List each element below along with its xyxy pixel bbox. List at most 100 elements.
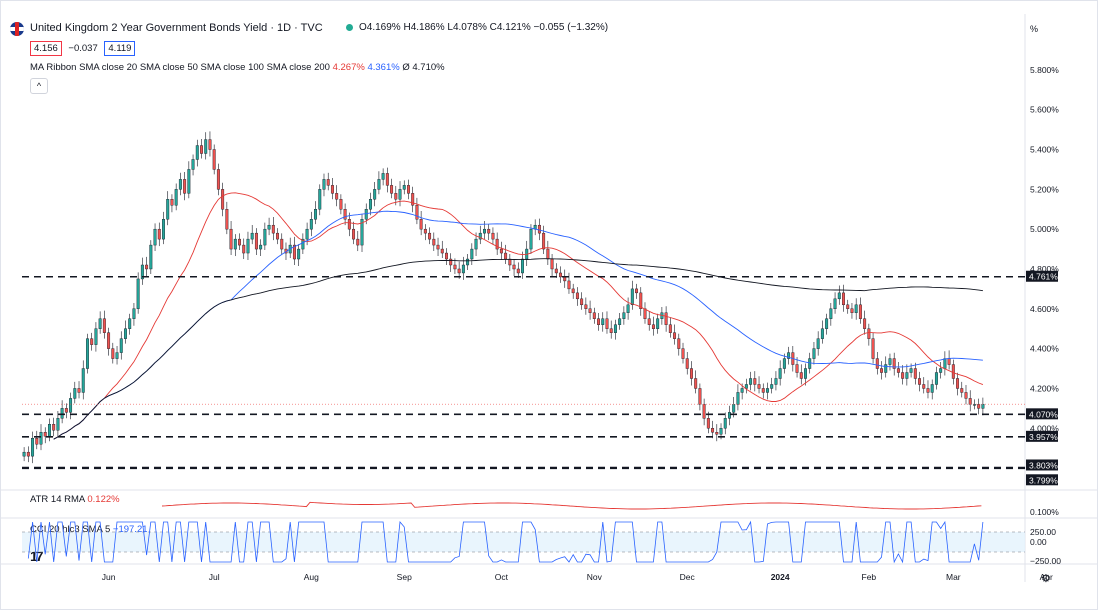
candle-body [360,218,364,246]
candle-body [842,292,845,306]
ma50-value: 4.361% [367,62,400,73]
spread-value: −0.037 [68,43,98,54]
collapse-legend-button[interactable]: ^ [30,78,48,94]
candle-body [22,451,26,457]
candle-body [356,238,360,246]
level-label: 3.957% [1029,432,1058,442]
atr-legend[interactable]: ATR 14 RMA 0.122% [30,494,120,505]
candle-body [867,328,871,339]
y-tick-label: 4.400% [1030,344,1059,354]
candle-body [60,408,64,419]
candle-body [643,308,647,319]
cci-tick-label: −250.00 [1030,556,1061,566]
candle-body [115,352,119,359]
candle-body [592,312,596,319]
cci-value: −197.21 [112,524,148,535]
candle-body [423,228,427,234]
candle-body [246,238,250,254]
candle-body [723,418,727,429]
candle-body [271,224,275,234]
candle-body [694,378,698,389]
candle-body [407,185,410,194]
candle-body [875,358,879,369]
y-tick-label: 4.600% [1030,304,1059,314]
candle-body [537,224,541,234]
ask-box[interactable]: 4.119 [104,41,136,56]
candle-body [216,169,220,190]
symbol-title[interactable]: United Kingdom 2 Year Government Bonds Y… [30,22,323,34]
candle-body [956,378,960,389]
candle-body [166,199,170,220]
candle-body [77,388,81,393]
ma-ribbon-legend[interactable]: MA Ribbon SMA close 20 SMA close 50 SMA … [30,62,445,73]
candle-body [508,258,512,266]
candle-body [440,248,444,254]
candle-body [157,228,161,240]
candle-body [618,318,622,325]
candle-body [774,378,778,385]
candle-body [343,209,347,220]
candle-body [930,384,934,393]
level-label: 4.070% [1029,409,1058,419]
candle-body [918,378,922,385]
ma200-value: 4.710% [412,62,445,73]
candle-body [702,404,706,419]
y-tick-label: 4.000% [1030,423,1059,433]
market-status-icon [346,23,353,31]
candle-body [711,428,715,433]
candle-body [85,338,89,369]
candle-body [449,258,453,266]
candle-body [981,403,985,409]
x-axis-label: Aug [304,572,319,582]
candle-body [770,384,774,389]
candle-body [728,412,731,419]
x-axis-label: Sep [397,572,412,582]
candle-body [221,189,225,210]
candle-body [495,238,499,250]
candle-body [829,308,833,319]
unit-label: % [1030,24,1039,34]
x-axis-label: Dec [680,572,696,582]
candle-body [153,228,157,246]
candle-body [436,244,440,250]
candle-body [145,264,149,270]
settings-gear-icon[interactable]: ⚙ [1041,573,1051,585]
candle-body [90,338,94,345]
candle-body [542,232,546,250]
candle-body [347,218,351,230]
cci-legend[interactable]: CCI 20 hlc3 SMA 5 −197.21 [30,524,148,535]
candle-body [609,328,613,333]
candle-body [858,304,862,319]
candle-body [837,292,841,300]
candle-body [254,232,258,250]
candle-body [833,298,837,310]
candle-body [322,179,326,190]
candle-body [668,324,672,333]
candle-body [550,258,554,270]
candle-body [968,398,972,405]
y-tick-label: 5.600% [1030,105,1059,115]
bid-box[interactable]: 4.156 [30,41,62,56]
candle-body [136,278,140,309]
candle-body [330,185,334,194]
candle-body [673,332,677,339]
candle-body [457,268,461,274]
candle-body [901,372,905,379]
candle-body [499,248,503,254]
candle-body [187,169,191,194]
x-axis-label: Feb [862,572,877,582]
candle-body [554,268,558,274]
candle-body [846,304,850,310]
candle-body [466,258,470,266]
candle-body [896,368,900,373]
x-axis-label: 2024 [771,572,790,582]
candle-body [432,238,436,246]
ohlc-readout: O4.169% H4.186% L4.078% C4.121% −0.055 (… [346,22,608,33]
candle-body [94,328,98,345]
candle-body [242,244,246,254]
candle-body [951,364,955,379]
x-axis-label: Nov [587,572,603,582]
cci-tick-label: 0.00 [1030,537,1047,547]
ma100-value: Ø [402,62,410,73]
